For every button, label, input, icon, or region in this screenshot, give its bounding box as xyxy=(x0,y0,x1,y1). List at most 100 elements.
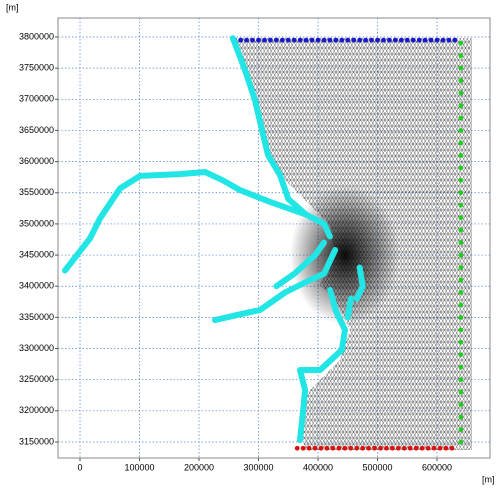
boundary-node xyxy=(416,37,422,43)
boundary-node xyxy=(458,402,464,408)
x-tick-label: 100000 xyxy=(124,462,154,472)
boundary-node xyxy=(410,37,416,43)
boundary-node xyxy=(348,445,354,451)
boundary-node xyxy=(458,65,464,71)
y-tick-label: 3750000 xyxy=(19,63,54,73)
boundary-node xyxy=(401,445,407,451)
boundary-node xyxy=(458,227,464,233)
boundary-node xyxy=(404,37,410,43)
boundary-node xyxy=(315,37,321,43)
coastline xyxy=(237,187,310,218)
boundary-node xyxy=(413,445,419,451)
y-tick-label: 3400000 xyxy=(19,281,54,291)
boundary-node xyxy=(256,37,261,43)
boundary-node xyxy=(306,445,312,451)
boundary-node xyxy=(309,37,315,43)
boundary-node xyxy=(312,445,318,451)
boundary-node xyxy=(345,37,351,43)
coastline xyxy=(229,35,333,240)
boundary-node xyxy=(440,37,446,43)
boundary-node xyxy=(458,128,464,133)
y-tick-label: 3150000 xyxy=(19,436,54,446)
boundary-node xyxy=(333,37,339,43)
y-tick-label: 3300000 xyxy=(19,343,54,353)
boundary-node xyxy=(384,445,389,451)
x-tick-label: 0 xyxy=(78,462,83,472)
boundary-node xyxy=(449,445,455,451)
boundary-node xyxy=(458,377,464,383)
boundary-node xyxy=(458,389,464,395)
y-tick-label: 3500000 xyxy=(19,218,54,228)
boundary-node xyxy=(437,445,443,451)
coastline xyxy=(353,264,366,302)
y-tick-label: 3450000 xyxy=(19,249,54,259)
coastline xyxy=(344,295,354,321)
boundary-node xyxy=(458,339,464,345)
boundary-node xyxy=(434,37,440,43)
boundary-node xyxy=(458,302,464,308)
y-tick-label: 3200000 xyxy=(19,405,54,415)
boundary-node xyxy=(268,37,273,43)
boundary-node xyxy=(318,445,324,451)
coastline xyxy=(273,239,327,290)
x-tick-label: 200000 xyxy=(184,462,214,472)
boundary-node xyxy=(458,202,464,208)
boundary-node xyxy=(300,445,306,451)
boundary-node xyxy=(262,37,267,43)
boundary-node xyxy=(378,445,383,451)
boundary-node xyxy=(336,445,342,451)
boundary-node xyxy=(372,445,377,451)
boundary-node xyxy=(458,314,464,320)
boundary-node xyxy=(279,37,285,43)
boundary-node xyxy=(395,445,401,451)
boundary-node xyxy=(458,53,464,59)
boundary-node xyxy=(273,37,279,43)
boundary-node xyxy=(285,37,291,43)
y-tick-label: 3250000 xyxy=(19,374,54,384)
boundary-node xyxy=(458,427,464,432)
x-tick-label: 500000 xyxy=(363,462,393,472)
boundary-node xyxy=(458,177,464,183)
boundary-node xyxy=(324,445,330,451)
boundary-node xyxy=(458,152,464,158)
boundary-node xyxy=(458,240,464,246)
boundary-node xyxy=(458,215,464,221)
x-tick-label: 600000 xyxy=(422,462,452,472)
boundary-node xyxy=(291,37,297,43)
boundary-node xyxy=(238,37,244,43)
boundary-node xyxy=(419,445,425,451)
boundary-node xyxy=(425,445,431,451)
boundary-node xyxy=(458,115,464,121)
boundary-node xyxy=(428,37,434,43)
boundary-node xyxy=(458,252,464,258)
boundary-node xyxy=(321,37,327,43)
boundary-node xyxy=(458,165,464,171)
boundary-node xyxy=(398,37,404,43)
y-tick-label: 3700000 xyxy=(19,94,54,104)
boundary-node xyxy=(369,37,374,43)
boundary-node xyxy=(458,352,464,358)
boundary-node xyxy=(387,37,392,43)
boundary-node xyxy=(407,445,413,451)
boundary-node xyxy=(330,445,336,451)
y-tick-label: 3350000 xyxy=(19,312,54,322)
boundary-node xyxy=(294,445,300,451)
coastline xyxy=(297,287,348,444)
boundary-node xyxy=(250,37,255,43)
boundary-node xyxy=(390,445,395,451)
boundary-node xyxy=(458,103,464,108)
boundary-node xyxy=(458,364,464,370)
y-axis-label: [m] xyxy=(6,2,19,12)
boundary-node xyxy=(458,78,464,84)
x-axis-label: [m] xyxy=(482,474,495,484)
boundary-node xyxy=(458,140,464,146)
y-tick-label: 3600000 xyxy=(19,156,54,166)
boundary-node xyxy=(354,445,360,451)
mesh-dense xyxy=(290,185,400,325)
x-tick-label: 300000 xyxy=(244,462,274,472)
boundary-node xyxy=(244,37,250,43)
boundary-node xyxy=(458,290,464,295)
boundary-node xyxy=(431,445,437,451)
boundary-node xyxy=(357,37,363,43)
